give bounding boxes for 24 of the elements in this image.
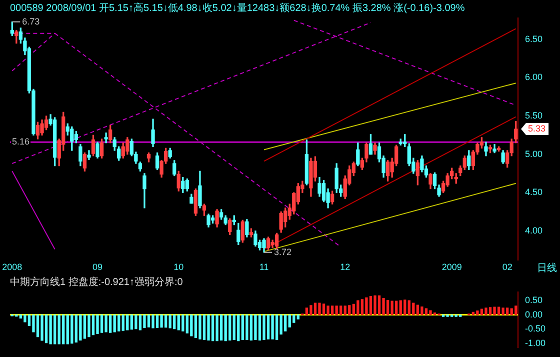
y-tick-label: 0.00 [525,309,543,320]
y-tick-label: 4.00 [525,225,543,236]
y-tick-label: 5.50 [525,110,543,121]
chart-title: 中期方向线1 控盘度:-0.921↑强弱分界:0 [10,276,184,288]
x-tick-label: 2008 [2,262,22,272]
text: 5.33 [528,124,546,134]
x-tick-label: 11 [259,262,269,272]
y-tick-label: -0.50 [525,324,546,334]
text: 日线 [537,262,557,274]
y-tick-label: 0.50 [525,295,543,306]
y-tick-label: 4.50 [525,187,543,198]
y-tick-label: 5.00 [525,148,543,159]
x-tick-label: 02 [502,262,512,272]
ref-line-label: 5.16 [12,136,30,147]
annotation: 3.72 [274,246,292,257]
x-tick-label: 10 [174,262,184,272]
y-tick-label: 6.00 [525,72,543,82]
x-tick-label: 12 [340,262,350,272]
y-tick-label: -1.00 [525,338,546,348]
annotation: 6.73 [22,16,40,26]
y-tick-label: 6.50 [525,34,543,44]
chart-title: 000589 2008/09/01 开5.15↑高5.15↓低4.98↓收5.02↓量12483↓额628↓换0.74% 振3.28% 涨(-0.16)-3.09% [10,2,465,14]
x-tick-label: 2009 [442,262,462,272]
x-tick-label: 09 [92,262,103,272]
